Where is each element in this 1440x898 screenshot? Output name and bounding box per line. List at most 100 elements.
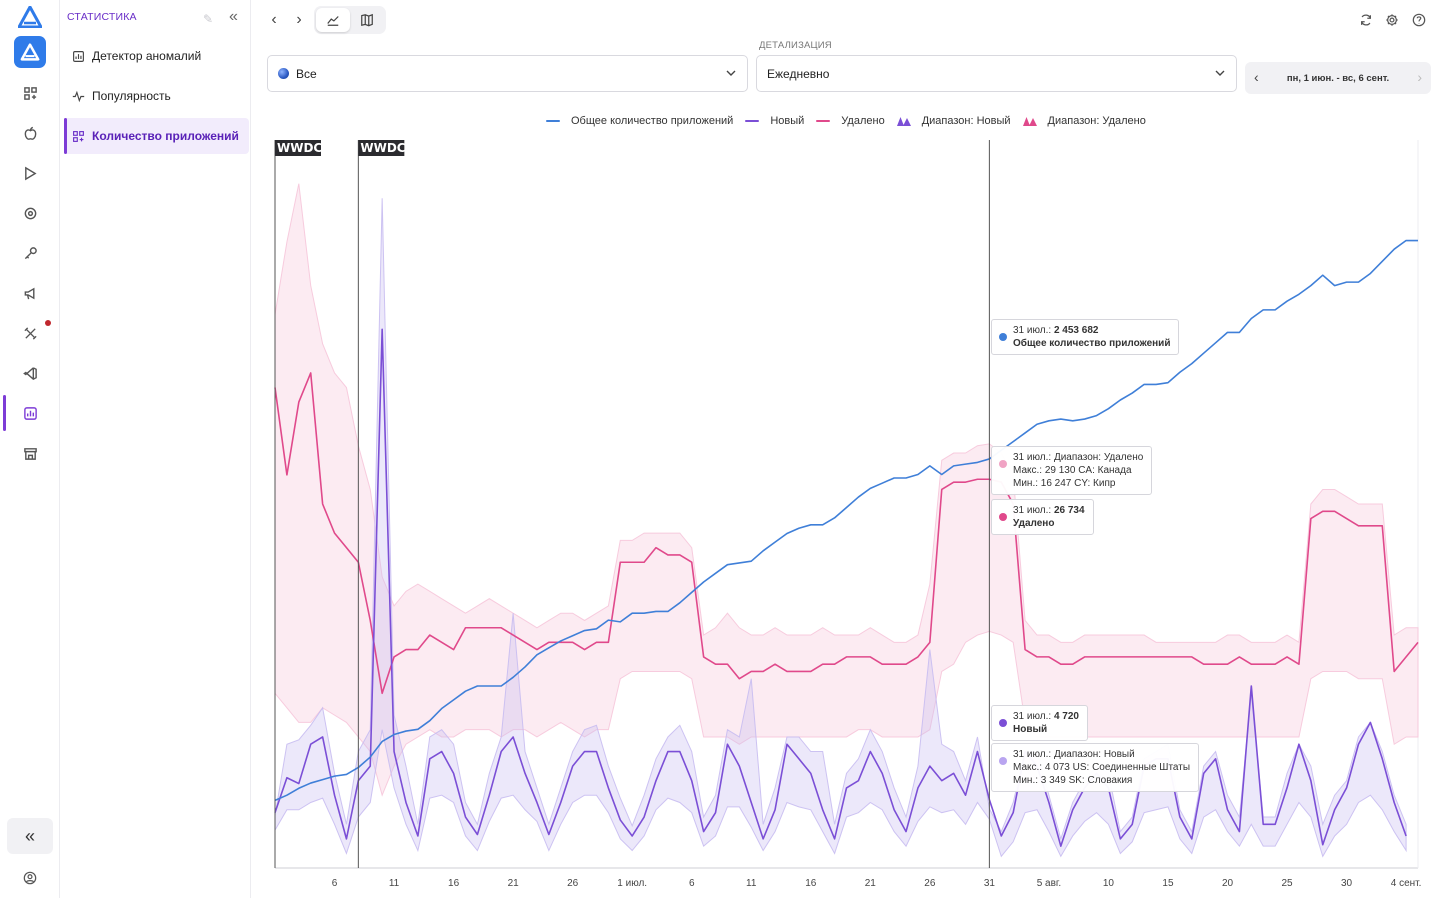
tooltip-value: 4 720 xyxy=(1053,711,1079,722)
range-icon xyxy=(1022,116,1037,126)
tooltip-range-removed: 31 июл.: Диапазон: Удалено Макс.: 29 130… xyxy=(991,446,1153,495)
sidebar-item-popularity[interactable]: Популярность xyxy=(64,78,249,114)
tooltip-value: 2 453 682 xyxy=(1053,325,1099,336)
x-tick-label: 26 xyxy=(567,878,579,889)
x-tick-label: 30 xyxy=(1341,878,1353,889)
x-tick-label: 11 xyxy=(746,878,757,889)
pulse-icon xyxy=(71,89,85,103)
key-icon[interactable] xyxy=(0,235,60,271)
tooltip-line: Мин.: 3 349 SK: Словакия xyxy=(1013,775,1133,786)
appfigures-logo-icon[interactable] xyxy=(17,5,43,29)
chevron-down-icon xyxy=(1215,70,1225,76)
sidebar-item-label: Популярность xyxy=(92,89,171,103)
view-toggle xyxy=(314,6,386,34)
edit-pencil-icon[interactable]: ✎ xyxy=(203,12,214,26)
notification-dot xyxy=(45,320,51,326)
x-tick-label: 6 xyxy=(332,878,338,889)
x-tick-label: 16 xyxy=(805,878,817,889)
x-tick-label: 21 xyxy=(508,878,520,889)
tooltip-date: 31 июл.: xyxy=(1013,505,1052,516)
date-next-button[interactable]: › xyxy=(1417,69,1422,85)
country-select[interactable]: Все xyxy=(267,55,748,92)
x-tick-label: 1 июл. xyxy=(617,878,647,889)
vscode-icon[interactable] xyxy=(0,355,60,391)
app-icon[interactable] xyxy=(14,36,46,68)
chevron-down-icon xyxy=(726,70,736,76)
user-account-icon[interactable] xyxy=(0,866,60,890)
google-play-icon[interactable] xyxy=(0,155,60,191)
series-dot xyxy=(999,719,1007,727)
collapse-sidebar-button[interactable]: « xyxy=(229,8,238,25)
collapse-rail-button[interactable]: « xyxy=(7,818,53,854)
granularity-label: ДЕТАЛИЗАЦИЯ xyxy=(759,40,832,51)
sidebar-item-anomaly-detector[interactable]: Детектор аномалий xyxy=(64,38,249,74)
removed-series-line xyxy=(274,372,1419,695)
tooltip-total: 31 июл.: 2 453 682 Общее количество прил… xyxy=(991,319,1180,355)
app-count-chart[interactable]: WWDC WWDC 6 11 16 21 26 1 июл. 6 11 16 21 26 31 5 авг.… xyxy=(251,138,1440,898)
statistics-icon[interactable] xyxy=(0,395,60,431)
x-tick-label: 25 xyxy=(1281,878,1293,889)
sidebar-item-label: Детектор аномалий xyxy=(92,49,202,63)
event-marker-label: WWDC xyxy=(277,141,322,155)
tooltip-line: 31 июл.: Диапазон: Удалено xyxy=(1013,452,1144,463)
chart-view-button[interactable] xyxy=(316,8,350,32)
series-dot xyxy=(999,513,1007,521)
x-tick-label: 26 xyxy=(924,878,936,889)
new-series-line xyxy=(274,328,1407,847)
tooltip-series: Удалено xyxy=(1013,518,1055,529)
date-prev-button[interactable]: ‹ xyxy=(1254,69,1259,85)
legend-label: Общее количество приложений xyxy=(571,115,734,127)
help-icon[interactable] xyxy=(1410,11,1428,29)
tooltip-new: 31 июл.: 4 720 Новый xyxy=(991,705,1088,741)
tooltip-range-new: 31 июл.: Диапазон: Новый Макс.: 4 073 US… xyxy=(991,743,1200,792)
tooltip-series: Новый xyxy=(1013,724,1048,735)
main-content: ‹ › ДЕТАЛИЗАЦИЯ Все Ежедневно ‹ пн, 1 ию… xyxy=(251,0,1440,898)
legend-item-new[interactable]: Новый xyxy=(745,115,804,127)
tooltip-removed: 31 июл.: 26 734 Удалено xyxy=(991,499,1094,535)
x-tick-label: 20 xyxy=(1222,878,1234,889)
x-tick-label: 15 xyxy=(1162,878,1174,889)
settings-gear-icon[interactable] xyxy=(1383,11,1401,29)
legend-label: Удалено xyxy=(841,115,885,127)
x-tick-label: 6 xyxy=(689,878,695,889)
total-series-line xyxy=(274,239,1418,802)
tooltip-line: Макс.: 29 130 CA: Канада xyxy=(1013,465,1132,476)
tools-icon[interactable] xyxy=(0,315,60,351)
granularity-select-value: Ежедневно xyxy=(767,66,830,81)
country-select-value: Все xyxy=(296,66,317,81)
series-dot xyxy=(999,460,1007,468)
tooltip-series: Общее количество приложений xyxy=(1013,338,1171,349)
sidebar-item-app-count[interactable]: Количество приложений xyxy=(64,118,249,154)
granularity-select[interactable]: Ежедневно xyxy=(756,55,1237,92)
date-range-picker[interactable]: ‹ пн, 1 июн. - вс, 6 сент. › xyxy=(1245,62,1431,94)
tooltip-line: Мин.: 16 247 CY: Кипр xyxy=(1013,478,1116,489)
apps-grid-icon[interactable] xyxy=(0,75,60,111)
x-tick-label: 11 xyxy=(389,878,400,889)
x-tick-label: 10 xyxy=(1103,878,1115,889)
store-icon[interactable] xyxy=(0,435,60,471)
megaphone-icon[interactable] xyxy=(0,275,60,311)
forward-button[interactable]: › xyxy=(296,11,302,28)
event-marker-badge xyxy=(358,140,405,156)
chart-legend: Общее количество приложений Новый Удален… xyxy=(546,113,1158,129)
map-view-button[interactable] xyxy=(350,8,384,32)
legend-item-range-removed[interactable]: Диапазон: Удалено xyxy=(1022,115,1146,127)
back-button[interactable]: ‹ xyxy=(271,11,277,28)
apple-icon[interactable] xyxy=(0,115,60,151)
x-tick-label: 5 авг. xyxy=(1037,878,1061,889)
legend-label: Диапазон: Удалено xyxy=(1047,115,1146,127)
tooltip-line: 31 июл.: Диапазон: Новый xyxy=(1013,749,1135,760)
tooltip-line: Макс.: 4 073 US: Соединенные Штаты xyxy=(1013,762,1191,773)
event-marker-label: WWDC xyxy=(360,141,405,155)
legend-item-total[interactable]: Общее количество приложений xyxy=(546,115,733,127)
legend-item-removed[interactable]: Удалено xyxy=(816,115,885,127)
series-dot xyxy=(999,757,1007,765)
legend-item-range-new[interactable]: Диапазон: Новый xyxy=(896,115,1011,127)
legend-label: Новый xyxy=(770,115,805,127)
chart-svg[interactable]: WWDC WWDC 6 11 16 21 26 1 июл. 6 11 16 21 26 31 5 авг.… xyxy=(251,138,1440,898)
eye-icon[interactable] xyxy=(0,195,60,231)
refresh-icon[interactable] xyxy=(1357,11,1375,29)
tooltip-date: 31 июл.: xyxy=(1013,325,1052,336)
tooltip-date: 31 июл.: xyxy=(1013,711,1052,722)
range-icon xyxy=(896,116,911,126)
